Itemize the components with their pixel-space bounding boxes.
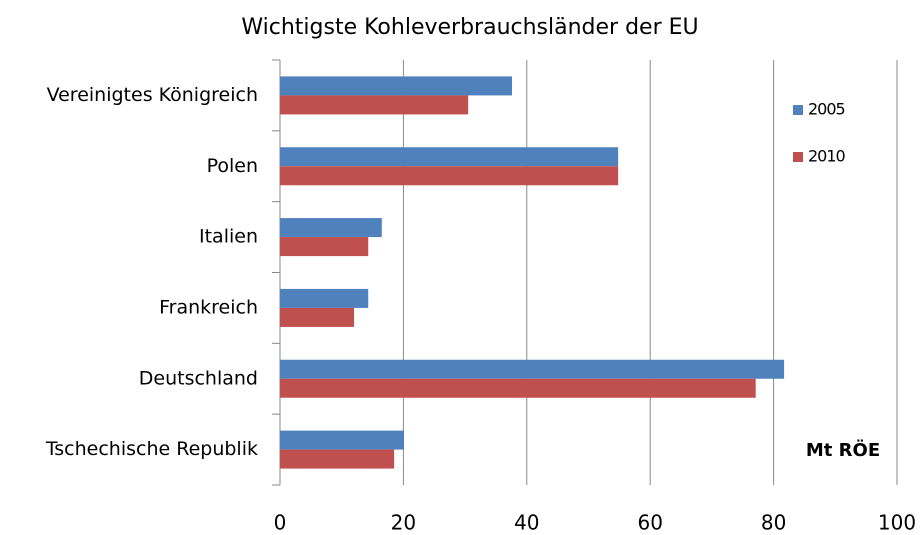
bar: [280, 237, 369, 257]
bar: [280, 378, 756, 398]
bar: [280, 430, 405, 450]
bar: [280, 95, 469, 115]
y-tick-label: Vereinigtes Königreich: [47, 84, 258, 106]
chart-title: Wichtigste Kohleverbrauchsländer der EU: [241, 15, 698, 40]
legend-label: 2010: [808, 147, 846, 166]
bar: [280, 449, 395, 469]
bar: [280, 288, 369, 308]
bar: [280, 307, 355, 327]
y-tick-label: Italien: [199, 226, 258, 248]
unit-annotation: Mt RÖE: [806, 439, 880, 461]
bar: [280, 166, 619, 186]
x-tick-label: 0: [274, 511, 287, 535]
bar: [280, 218, 382, 238]
y-tick-label: Polen: [207, 155, 258, 177]
x-tick-label: 20: [391, 511, 416, 535]
y-tick-label: Frankreich: [159, 296, 258, 318]
x-tick-label: 100: [878, 511, 916, 535]
legend-swatch: [793, 105, 803, 115]
legend-swatch: [793, 152, 803, 162]
bar: [280, 359, 785, 379]
y-tick-label: Deutschland: [139, 367, 258, 389]
x-tick-label: 60: [637, 511, 662, 535]
bar: [280, 76, 512, 96]
x-tick-label: 40: [514, 511, 539, 535]
legend-label: 2005: [808, 100, 845, 119]
x-tick-label: 80: [761, 511, 786, 535]
bar: [280, 147, 619, 167]
y-tick-label: Tschechische Republik: [45, 438, 258, 460]
